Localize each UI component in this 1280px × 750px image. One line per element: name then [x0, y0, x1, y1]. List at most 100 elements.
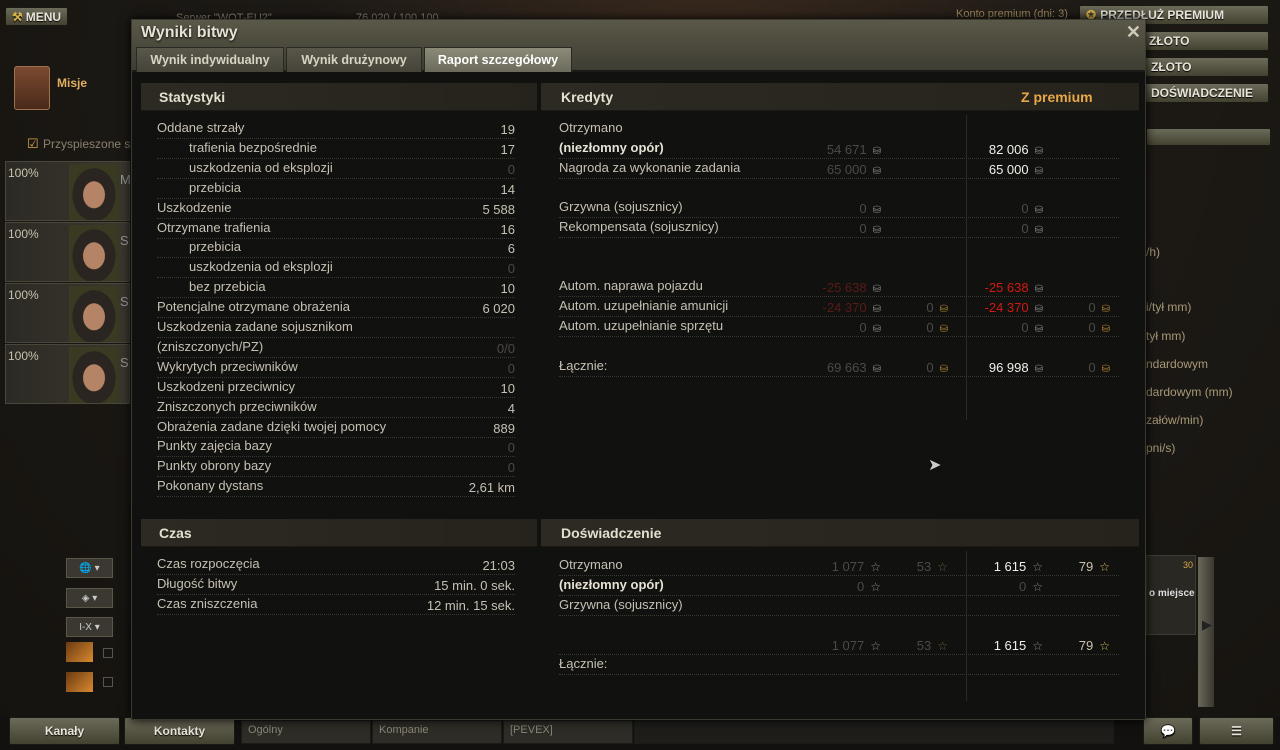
value-cell: 0 ⛁: [1021, 221, 1043, 236]
stat-value: 0: [507, 360, 515, 376]
premium-xp-star-icon: ☆: [1099, 639, 1110, 654]
stat-label: Czas zniszczenia: [157, 595, 258, 611]
value-text: 65 000: [826, 161, 867, 177]
chat-tab-general[interactable]: Ogólny: [241, 720, 371, 744]
value-text: -25 638: [822, 280, 867, 296]
credits-icon: ⛁: [1034, 284, 1043, 296]
vehicle-param-label: pni/s): [1146, 441, 1176, 455]
nation-filter[interactable]: 🌐 ▾: [66, 558, 113, 578]
crew-name: S: [120, 355, 129, 370]
table-row: (niezłomny opór) 0 ☆ 0 ☆: [559, 576, 1119, 596]
tab-individual[interactable]: Wynik indywidualny: [136, 47, 284, 72]
dialog-titlebar[interactable]: Wyniki bitwy ✕ Wynik indywidualny Wynik …: [132, 20, 1145, 72]
ammo-slot-2[interactable]: [66, 672, 93, 692]
premium-xp-star-icon: ☆: [1099, 560, 1110, 574]
contacts-button[interactable]: Kontakty: [124, 717, 235, 745]
value-text: 0: [926, 300, 934, 316]
value-text: -25 638: [984, 280, 1029, 296]
ammo-checkbox-1[interactable]: [103, 648, 113, 658]
value-cell: 82 006 ⛁: [989, 142, 1043, 157]
stat-value: 12 min. 15 sek.: [426, 597, 515, 613]
row-label: Autom. naprawa pojazdu: [559, 278, 703, 294]
stat-label: Punkty zajęcia bazy: [157, 438, 272, 454]
premium-xp-star-icon: ☆: [937, 639, 948, 654]
crew-skill-percent: 100%: [8, 349, 39, 363]
value-text: -24 370: [984, 300, 1029, 316]
tab-team[interactable]: Wynik drużynowy: [286, 47, 422, 72]
value-cell: 53 ☆: [917, 559, 948, 574]
missions-icon[interactable]: [14, 66, 50, 110]
type-filter[interactable]: ◈ ▾: [66, 588, 113, 608]
value-cell: 0 ⛁: [926, 300, 948, 315]
buy-slot-card[interactable]: 30 o miejsce: [1146, 555, 1196, 635]
crew-name: S: [120, 294, 129, 309]
value-text: 0: [1021, 221, 1029, 236]
value-text: 0: [859, 221, 867, 236]
stat-row: trafienia bezpośrednie 17: [157, 139, 515, 159]
notifications-button[interactable]: 💬: [1143, 717, 1193, 745]
accelerated-training-checkbox[interactable]: ☑: [27, 136, 39, 151]
service-list-button[interactable]: ☰: [1199, 717, 1274, 745]
stat-label: Uszkodzenie: [157, 199, 232, 215]
ammo-slot-1[interactable]: [66, 642, 93, 662]
vehicle-param-label: tył mm): [1146, 329, 1186, 343]
table-row: Grzywna (sojusznicy) 0 ⛁ 0 ⛁: [559, 198, 1119, 219]
value-cell: 79 ☆: [1079, 559, 1110, 574]
row-label: Łącznie:: [559, 656, 608, 671]
value-cell: 0 ⛁: [859, 201, 881, 216]
time-header: Czas: [141, 519, 537, 547]
stat-row: Punkty zajęcia bazy 0: [157, 437, 515, 458]
value-text: 0: [1088, 359, 1096, 375]
row-label: Rekompensata (sojusznicy): [559, 219, 719, 234]
value-text: 0: [926, 320, 934, 335]
value-text: 1 077: [831, 638, 865, 654]
chat-area[interactable]: [634, 720, 1114, 744]
value-text: 0: [859, 201, 867, 217]
stat-value: 889: [493, 420, 515, 436]
table-row: Autom. uzupełnianie amunicji -24 370 ⛁ 0 ⛁ -2…: [559, 297, 1119, 318]
gold-coin-icon: ⛁: [939, 363, 948, 375]
close-icon[interactable]: ✕: [1125, 22, 1141, 42]
stat-row: Otrzymane trafienia 16: [157, 219, 515, 239]
stat-value: 10: [500, 380, 515, 396]
gold-coin-icon: ⛁: [1101, 363, 1110, 375]
value-cell: 1 077 ☆: [832, 638, 881, 653]
stat-row: Wykrytych przeciwników 0: [157, 358, 515, 378]
xp-header: Doświadczenie: [541, 519, 1139, 547]
chat-tab-companies[interactable]: Kompanie: [372, 720, 502, 744]
stat-label: Zniszczonych przeciwników: [157, 398, 317, 414]
credits-icon: ⛁: [872, 363, 881, 375]
tab-detailed-report[interactable]: Raport szczegółowy: [424, 47, 572, 72]
stat-value: 15 min. 0 sek.: [434, 577, 515, 593]
ammo-checkbox-2[interactable]: [103, 677, 113, 687]
value-cell: 0 ☆: [1019, 579, 1043, 594]
tier-filter[interactable]: I-X ▾: [66, 617, 113, 637]
table-row: 1 077 ☆ 53 ☆ 1 615 ☆ 79 ☆: [559, 635, 1119, 656]
right-panel-button[interactable]: [1146, 128, 1271, 146]
stat-row: Czas rozpoczęcia 21:03: [157, 555, 515, 575]
credits-icon: ⛁: [872, 324, 881, 335]
crew-member-card[interactable]: 100% S: [5, 283, 130, 343]
value-cell: 54 671 ⛁: [827, 142, 881, 157]
crew-member-card[interactable]: 100% M: [5, 161, 131, 221]
carousel-scroll-right[interactable]: ▶: [1198, 557, 1214, 707]
stat-row: Długość bitwy 15 min. 0 sek.: [157, 575, 515, 595]
menu-icon: ⚒: [11, 9, 23, 24]
value-cell: 0 ⛁: [926, 320, 948, 335]
crew-member-card[interactable]: 100% S: [5, 222, 130, 282]
chat-tab-clan[interactable]: [PEVEX]: [503, 720, 633, 744]
value-text: 79: [1078, 559, 1094, 574]
message-icon: 💬: [1160, 724, 1176, 738]
menu-button[interactable]: ⚒ MENU: [5, 7, 68, 26]
channels-button[interactable]: Kanały: [9, 717, 120, 745]
crew-member-card[interactable]: 100% S: [5, 344, 130, 404]
row-label: Autom. uzupełnianie amunicji: [559, 298, 729, 314]
premium-divider-xp: [966, 551, 967, 701]
row-label: Otrzymano: [559, 120, 623, 135]
credits-icon: ⛁: [872, 165, 881, 177]
stat-row: Uszkodzenie 5 588: [157, 199, 515, 219]
missions-label[interactable]: Misje: [57, 76, 88, 90]
row-label: Otrzymano: [559, 557, 623, 572]
stat-value: 14: [500, 181, 515, 197]
crew-portrait: [69, 225, 119, 281]
